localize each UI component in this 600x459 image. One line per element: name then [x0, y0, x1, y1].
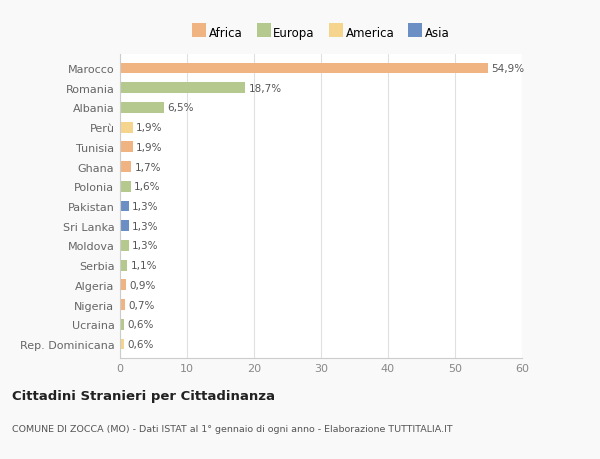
Bar: [120, 221, 129, 232]
Bar: [120, 201, 129, 212]
Text: 1,9%: 1,9%: [136, 123, 163, 133]
Text: 1,3%: 1,3%: [132, 221, 158, 231]
Text: 0,6%: 0,6%: [127, 339, 154, 349]
Bar: [120, 103, 164, 113]
Bar: [120, 83, 245, 94]
Text: 0,7%: 0,7%: [128, 300, 154, 310]
Text: COMUNE DI ZOCCA (MO) - Dati ISTAT al 1° gennaio di ogni anno - Elaborazione TUTT: COMUNE DI ZOCCA (MO) - Dati ISTAT al 1° …: [12, 425, 452, 433]
Text: Cittadini Stranieri per Cittadinanza: Cittadini Stranieri per Cittadinanza: [12, 389, 275, 403]
Text: 1,3%: 1,3%: [132, 241, 158, 251]
Bar: [120, 300, 125, 310]
Bar: [120, 280, 126, 291]
Bar: [120, 339, 124, 350]
Bar: [120, 123, 133, 133]
Text: 0,9%: 0,9%: [130, 280, 156, 290]
Text: 6,5%: 6,5%: [167, 103, 193, 113]
Bar: [120, 142, 133, 153]
Text: 0,6%: 0,6%: [127, 319, 154, 330]
Bar: [120, 63, 488, 74]
Bar: [120, 241, 129, 251]
Text: 1,3%: 1,3%: [132, 202, 158, 212]
Bar: [120, 260, 127, 271]
Text: 1,6%: 1,6%: [134, 182, 161, 192]
Text: 54,9%: 54,9%: [491, 64, 524, 74]
Text: 1,9%: 1,9%: [136, 143, 163, 152]
Text: 1,1%: 1,1%: [131, 261, 157, 270]
Bar: [120, 181, 131, 192]
Bar: [120, 162, 131, 173]
Text: 1,7%: 1,7%: [135, 162, 161, 172]
Legend: Africa, Europa, America, Asia: Africa, Europa, America, Asia: [190, 25, 452, 42]
Text: 18,7%: 18,7%: [248, 84, 282, 94]
Bar: [120, 319, 124, 330]
